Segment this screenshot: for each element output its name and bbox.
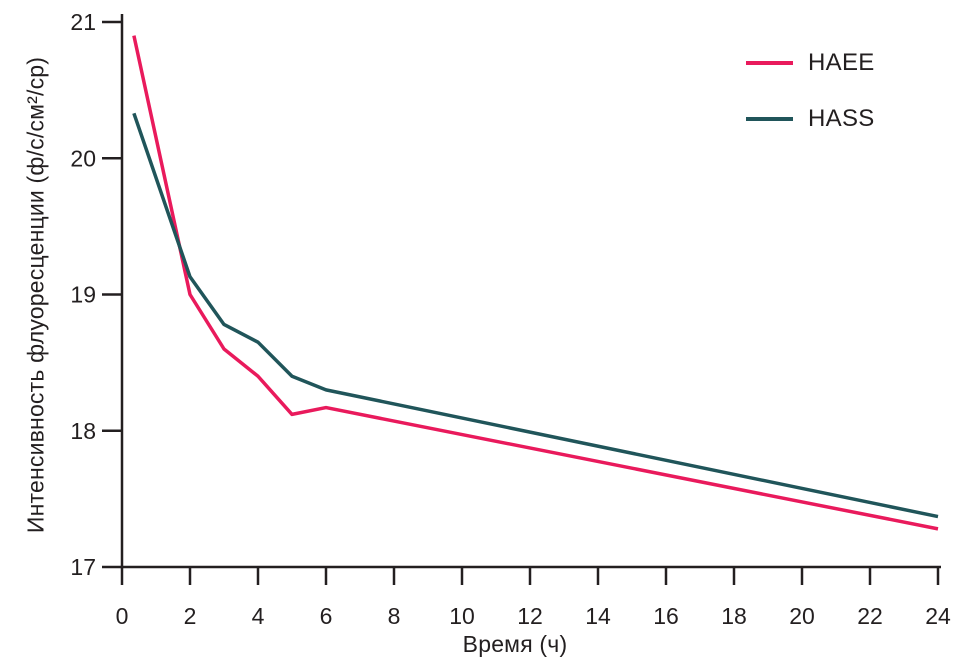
x-tick-label: 6 xyxy=(320,603,333,629)
x-tick-label: 12 xyxy=(517,603,543,629)
legend-item-haee: HAEE xyxy=(746,49,875,76)
x-tick-label: 8 xyxy=(388,603,401,629)
x-tick-label: 22 xyxy=(857,603,883,629)
series-line-hass xyxy=(132,112,939,519)
y-tick-label: 19 xyxy=(70,282,96,308)
x-axis-title: Время (ч) xyxy=(462,631,568,657)
x-tick-label: 16 xyxy=(653,603,679,629)
y-tick-label: 20 xyxy=(70,145,96,171)
x-tick-label: 0 xyxy=(116,603,129,629)
y-tick-label: 17 xyxy=(70,554,96,580)
series-line-haee xyxy=(132,35,939,531)
legend-item-hass: HASS xyxy=(746,105,875,132)
x-tick-label: 20 xyxy=(789,603,815,629)
x-tick-label: 18 xyxy=(721,603,747,629)
legend-label-haee: HAEE xyxy=(808,49,875,76)
x-tick-label: 10 xyxy=(449,603,475,629)
y-tick-label: 18 xyxy=(70,418,96,444)
y-tick-label: 21 xyxy=(70,9,96,35)
legend: HAEE HASS xyxy=(746,49,875,162)
legend-label-hass: HASS xyxy=(808,105,875,132)
x-tick-label: 2 xyxy=(184,603,197,629)
y-axis-title: Интенсивность флуоресценции (ф/с/см²/ср) xyxy=(22,56,49,534)
haee-line-swatch-icon xyxy=(746,61,793,65)
x-tick-label: 4 xyxy=(252,603,265,629)
x-tick-label: 24 xyxy=(925,603,951,629)
x-tick-label: 14 xyxy=(585,603,611,629)
hass-line-swatch-icon xyxy=(746,117,793,121)
